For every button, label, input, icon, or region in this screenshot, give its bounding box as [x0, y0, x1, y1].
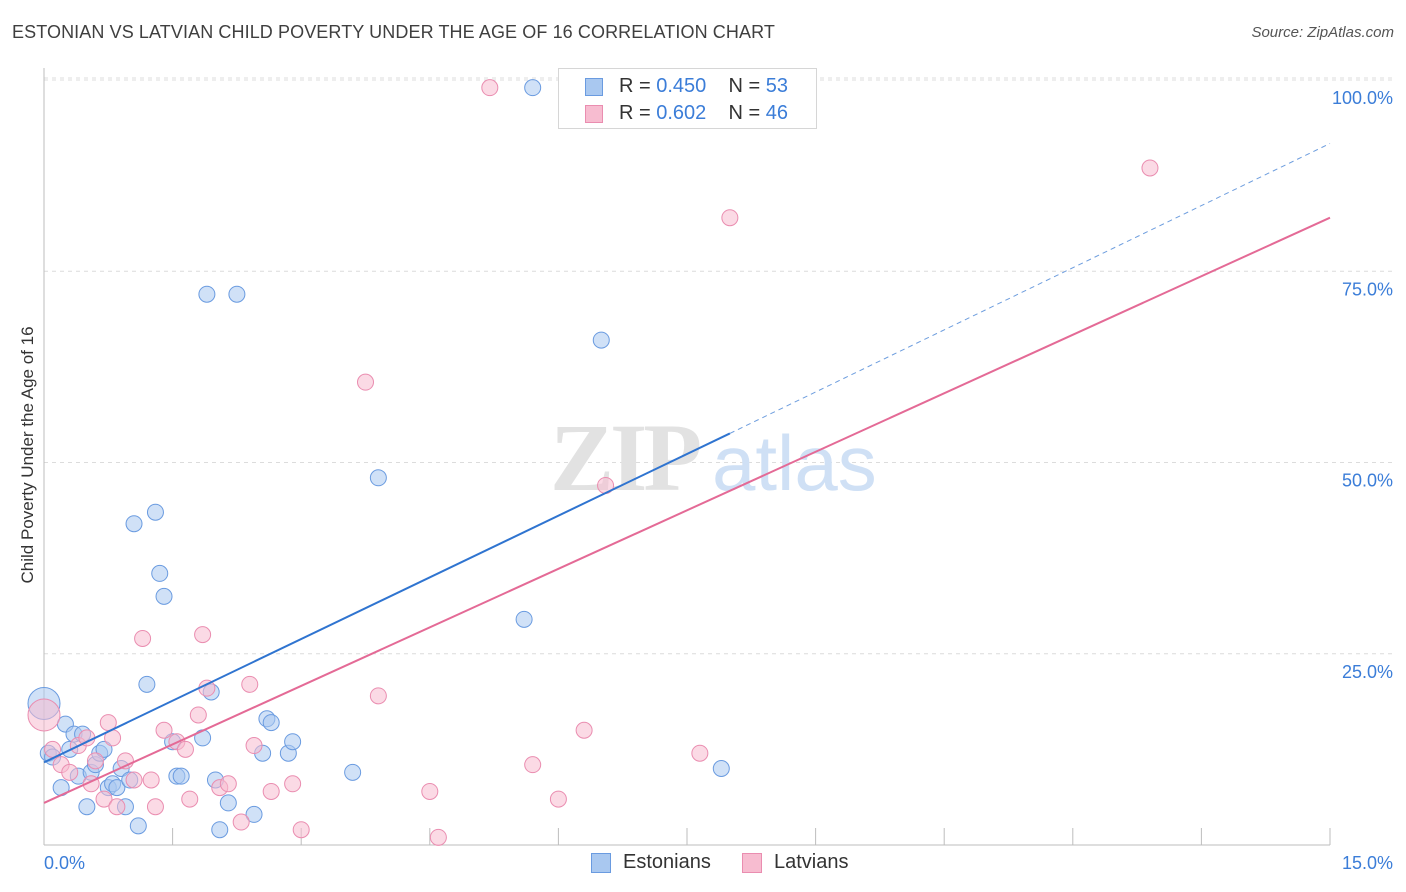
latvians-point-15 — [142, 771, 160, 789]
estonians-point-42 — [344, 763, 362, 781]
latvians-point-19 — [176, 740, 194, 758]
latvians-point-31 — [292, 821, 310, 839]
estonians-point-24 — [151, 564, 169, 582]
bottom-legend-latvians-label: Latvians — [774, 851, 849, 873]
latvians-point-36 — [481, 79, 499, 97]
latvians-point-28 — [245, 737, 263, 755]
latvians-point-16 — [146, 798, 164, 816]
latvians-point-22 — [194, 626, 212, 644]
estonians-point-35 — [228, 285, 246, 303]
watermark-zip: ZIP — [550, 404, 699, 511]
estonians-n-label: N = — [728, 75, 766, 97]
latvians-point-0 — [27, 698, 61, 732]
y-tick-label-2: 75.0% — [1342, 279, 1393, 299]
estonians-point-22 — [138, 675, 156, 693]
estonians-point-43 — [369, 469, 387, 487]
estonians-point-30 — [198, 285, 216, 303]
y-tick-label-0: 25.0% — [1342, 662, 1393, 682]
estonians-point-9 — [78, 798, 96, 816]
latvians-point-21 — [189, 706, 207, 724]
latvians-r-label: R = — [619, 102, 657, 124]
tick-labels: 25.0% 50.0% 75.0% 100.0% 0.0% 15.0% — [44, 88, 1393, 873]
latvians-swatch — [585, 105, 603, 123]
estonians-point-21 — [129, 817, 147, 835]
latvians-point-35 — [429, 828, 447, 846]
estonians-point-23 — [146, 503, 164, 521]
latvians-point-11 — [108, 798, 126, 816]
latvians-point-13 — [125, 771, 143, 789]
latvians-point-20 — [181, 790, 199, 808]
estonians-swatch — [585, 78, 603, 96]
estonians-point-25 — [155, 587, 173, 605]
estonians-point-46 — [592, 331, 610, 349]
latvians-point-32 — [357, 373, 374, 391]
y-tick-label-1: 50.0% — [1342, 471, 1393, 491]
latvians-point-8 — [95, 790, 113, 808]
bottom-legend-latvians-swatch — [742, 853, 762, 873]
x-tick-label-1: 15.0% — [1342, 853, 1393, 873]
watermark-atlas: atlas — [712, 419, 877, 507]
latvians-point-43 — [1141, 159, 1159, 177]
latvians-trend-line — [43, 216, 1331, 804]
grid-lines — [44, 77, 1392, 655]
estonians-point-41 — [284, 733, 302, 751]
estonians-point-34 — [219, 794, 237, 812]
estonians-point-44 — [515, 610, 533, 628]
latvians-r-value: 0.602 — [656, 102, 707, 124]
estonians-n-value: 53 — [765, 75, 789, 97]
y-tick-label-3: 100.0% — [1332, 88, 1393, 108]
source-label: Source: ZipAtlas.com — [1251, 24, 1394, 41]
estonians-point-16 — [108, 779, 126, 797]
latvians-n-value: 46 — [765, 102, 789, 124]
estonians-point-13 — [95, 740, 113, 758]
estonians-point-39 — [262, 714, 280, 732]
latvians-point-25 — [219, 775, 237, 793]
latvians-point-17 — [155, 721, 173, 739]
estonians-point-28 — [172, 767, 190, 785]
estonians-r-label: R = — [619, 75, 657, 97]
latvians-point-7 — [86, 752, 104, 770]
latvians-point-30 — [284, 775, 302, 793]
correlation-legend: R = 0.450 N = 53 R = 0.602 N = 46 — [558, 68, 817, 129]
y-axis-label: Child Poverty Under the Age of 16 — [18, 326, 37, 583]
latvians-point-41 — [691, 744, 709, 762]
latvians-point-38 — [549, 790, 567, 808]
latvians-point-39 — [575, 721, 593, 739]
chart-title: ESTONIAN VS LATVIAN CHILD POVERTY UNDER … — [12, 22, 775, 42]
latvians-point-34 — [421, 782, 439, 800]
bottom-legend-estonians-label: Estonians — [623, 851, 711, 873]
estonians-point-45 — [524, 79, 542, 97]
latvians-point-26 — [232, 813, 250, 831]
estonians-r-value: 0.450 — [656, 75, 707, 97]
latvians-n-label: N = — [728, 102, 766, 124]
estonians-point-36 — [245, 805, 263, 823]
latvians-point-27 — [241, 675, 259, 693]
latvians-point-33 — [369, 687, 387, 705]
estonians-trend-extension — [729, 143, 1331, 434]
latvians-point-3 — [61, 763, 79, 781]
estonians-point-20 — [125, 515, 143, 533]
bottom-legend-estonians-swatch — [591, 853, 611, 873]
estonians-trend-line — [43, 432, 731, 764]
estonians-point-33 — [211, 821, 229, 839]
estonians-point-47 — [712, 760, 730, 777]
latvians-point-37 — [524, 756, 542, 774]
latvians-point-14 — [134, 629, 152, 647]
trend-lines — [43, 143, 1331, 804]
latvians-point-42 — [721, 209, 739, 227]
latvians-point-29 — [262, 782, 280, 800]
x-tick-label-0: 0.0% — [44, 853, 85, 873]
